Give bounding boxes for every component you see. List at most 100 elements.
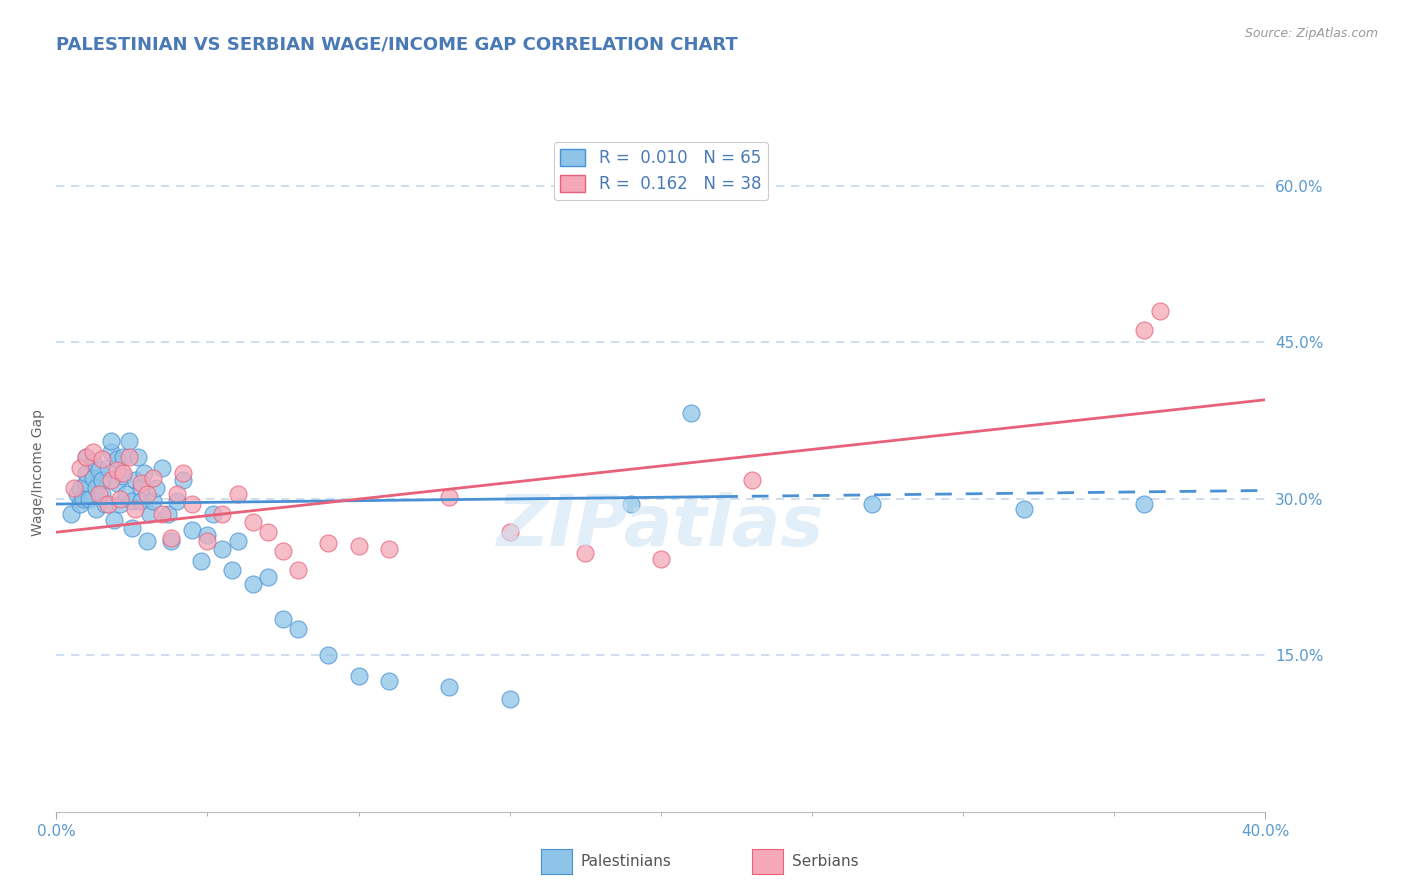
Point <box>103 513 125 527</box>
Point <box>72 491 94 506</box>
Point <box>69 482 91 496</box>
Point <box>221 563 243 577</box>
Point <box>347 669 370 683</box>
Point <box>142 494 165 508</box>
Point <box>87 486 110 500</box>
Point <box>135 486 157 500</box>
Point <box>157 508 180 522</box>
Point <box>76 466 98 480</box>
Point <box>66 486 89 500</box>
Point <box>129 482 152 496</box>
Point <box>114 486 136 500</box>
Point <box>69 460 91 475</box>
Point <box>211 541 233 556</box>
Text: ZIPatlas: ZIPatlas <box>498 492 824 561</box>
Point <box>197 533 219 548</box>
Point <box>287 563 309 577</box>
Point <box>257 570 280 584</box>
Point <box>127 450 149 464</box>
Point <box>79 491 101 506</box>
Text: Source: ZipAtlas.com: Source: ZipAtlas.com <box>1244 27 1378 40</box>
Point <box>257 525 280 540</box>
Point <box>197 528 219 542</box>
Point <box>100 445 122 459</box>
Point <box>681 406 703 420</box>
Point <box>69 497 91 511</box>
Point <box>84 482 107 496</box>
Point <box>347 539 370 553</box>
Point <box>118 434 141 449</box>
Point <box>166 486 188 500</box>
Point <box>111 466 134 480</box>
Point <box>377 541 401 556</box>
Point <box>242 515 264 529</box>
Text: PALESTINIAN VS SERBIAN WAGE/INCOME GAP CORRELATION CHART: PALESTINIAN VS SERBIAN WAGE/INCOME GAP C… <box>56 36 738 54</box>
Point <box>1133 497 1156 511</box>
Legend: R =  0.010   N = 65, R =  0.162   N = 38: R = 0.010 N = 65, R = 0.162 N = 38 <box>554 142 768 200</box>
Point <box>60 508 83 522</box>
Point <box>439 490 461 504</box>
Point <box>226 486 249 500</box>
Point <box>318 535 340 549</box>
Point <box>619 497 641 511</box>
Point <box>150 508 173 522</box>
Point <box>93 497 115 511</box>
Text: Serbians: Serbians <box>792 855 858 869</box>
Point <box>63 482 86 496</box>
Point <box>190 554 212 568</box>
Point <box>271 544 294 558</box>
Point <box>82 445 104 459</box>
Point <box>226 533 249 548</box>
Point <box>100 434 122 449</box>
Point <box>108 491 131 506</box>
Point <box>76 476 98 491</box>
Point <box>124 473 146 487</box>
Point <box>84 502 107 516</box>
Point <box>105 462 128 476</box>
Point <box>105 452 128 467</box>
Point <box>160 532 183 546</box>
Point <box>82 455 104 469</box>
Point <box>150 460 173 475</box>
Point <box>650 552 672 566</box>
Point <box>135 533 157 548</box>
Point <box>87 462 110 476</box>
Point <box>118 450 141 464</box>
Point <box>377 674 401 689</box>
Point <box>82 471 104 485</box>
Point <box>1133 323 1156 337</box>
Point <box>132 466 155 480</box>
Point <box>105 476 128 491</box>
Point <box>1012 502 1035 516</box>
Point <box>111 469 134 483</box>
Point <box>129 494 152 508</box>
Point <box>90 452 112 467</box>
Point <box>142 471 165 485</box>
Point <box>90 486 112 500</box>
Y-axis label: Wage/Income Gap: Wage/Income Gap <box>31 409 45 536</box>
Point <box>181 523 204 537</box>
Point <box>97 460 120 475</box>
Point <box>1149 304 1171 318</box>
Text: Palestinians: Palestinians <box>581 855 672 869</box>
Point <box>145 482 167 496</box>
Point <box>202 508 225 522</box>
Point <box>111 450 134 464</box>
Point <box>499 525 522 540</box>
Point <box>76 450 98 464</box>
Point <box>172 466 194 480</box>
Point <box>271 612 294 626</box>
Point <box>139 508 162 522</box>
Point <box>124 502 146 516</box>
Point <box>160 533 183 548</box>
Point <box>97 497 120 511</box>
Point <box>172 473 194 487</box>
Point <box>741 473 763 487</box>
Point <box>129 476 152 491</box>
Point <box>499 692 522 706</box>
Point <box>242 577 264 591</box>
Point <box>318 648 340 663</box>
Point <box>108 497 131 511</box>
Point <box>287 622 309 636</box>
Point <box>166 494 188 508</box>
